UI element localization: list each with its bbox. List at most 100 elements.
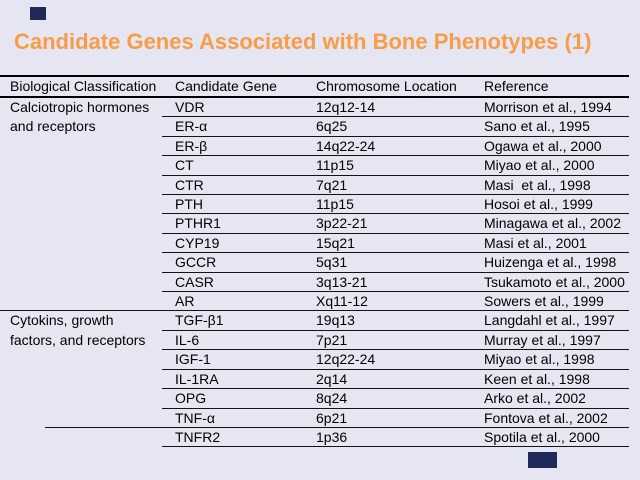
table-row: ER-β 14q22-24 Ogawa et al., 2000 xyxy=(0,137,640,157)
reference-cell: Masi et al., 2001 xyxy=(484,234,587,251)
gene-cell: IGF-1 xyxy=(175,351,211,368)
decorative-square-bottom-right xyxy=(528,452,557,468)
row-separator-line xyxy=(162,116,629,118)
row-separator-line xyxy=(162,135,629,137)
reference-cell: Fontova et al., 2002 xyxy=(484,409,608,426)
reference-cell: Ogawa et al., 2000 xyxy=(484,137,602,154)
table-row: CASR 3q13-21 Tsukamoto et al., 2000 xyxy=(0,273,640,293)
location-cell: 15q21 xyxy=(316,234,355,251)
table-row: GCCR 5q31 Huizenga et al., 1998 xyxy=(0,253,640,273)
location-cell: 19q13 xyxy=(316,312,355,329)
gene-cell: TNF-α xyxy=(175,409,215,426)
row-separator-line xyxy=(162,213,629,215)
gene-cell: IL-1RA xyxy=(175,370,219,387)
reference-cell: Spotila et al., 2000 xyxy=(484,428,600,445)
table-row: IL-6 7p21 Murray et al., 1997 xyxy=(0,331,640,351)
classification-cell: Calciotropic hormones and receptors xyxy=(10,99,150,135)
reference-cell: Masi et al., 1998 xyxy=(484,176,591,193)
reference-cell: Sowers et al., 1999 xyxy=(484,293,604,310)
header-underline xyxy=(0,96,629,98)
gene-cell: PTHR1 xyxy=(175,215,221,232)
location-cell: 11p15 xyxy=(316,196,354,213)
slide-title: Candidate Genes Associated with Bone Phe… xyxy=(14,29,592,54)
row-separator-line xyxy=(162,291,629,293)
location-cell: 8q24 xyxy=(316,390,348,407)
location-cell: 11p15 xyxy=(316,157,354,174)
row-separator-line xyxy=(162,232,629,234)
table-row: OPG 8q24 Arko et al., 2002 xyxy=(0,389,640,409)
table-row: PTH 11p15 Hosoi et al., 1999 xyxy=(0,195,640,215)
table-header: Biological Classification Candidate Gene… xyxy=(0,77,640,96)
gene-cell: TGF-β1 xyxy=(175,312,224,329)
reference-cell: Hosoi et al., 1999 xyxy=(484,196,593,213)
row-separator-line xyxy=(162,368,629,370)
location-cell: 1p36 xyxy=(316,428,348,445)
gene-cell: CASR xyxy=(175,273,214,290)
row-separator-line xyxy=(0,310,629,312)
reference-cell: Sano et al., 1995 xyxy=(484,118,590,135)
reference-cell: Murray et al., 1997 xyxy=(484,331,601,348)
gene-cell: CT xyxy=(175,157,194,174)
location-cell: 2q14 xyxy=(316,370,348,387)
table-row: IL-1RA 2q14 Keen et al., 1998 xyxy=(0,370,640,390)
gene-cell: VDR xyxy=(175,99,205,115)
table-row: Cytokins, growth factors, and receptors T… xyxy=(0,311,640,348)
row-separator-line xyxy=(162,194,629,196)
reference-cell: Morrison et al., 1994 xyxy=(484,99,612,115)
reference-cell: Huizenga et al., 1998 xyxy=(484,254,617,271)
gene-cell: CYP19 xyxy=(175,234,220,251)
row-separator-line xyxy=(162,407,629,409)
reference-cell: Miyao et al., 2000 xyxy=(484,157,595,174)
decorative-square-top-left xyxy=(30,7,46,20)
location-cell: 12q12-14 xyxy=(316,99,376,115)
reference-cell: Arko et al., 2002 xyxy=(484,390,586,407)
location-cell: 7q21 xyxy=(316,176,348,193)
table-row: TNF-α 6p21 Fontova et al., 2002 xyxy=(0,409,640,428)
gene-cell: OPG xyxy=(175,390,207,407)
table-row: ER-α 6q25 Sano et al., 1995 xyxy=(0,117,640,137)
table-row: TNFR2 1p36 Spotila et al., 2000 xyxy=(0,428,640,448)
table-row: Calciotropic hormones and receptors VDR 12… xyxy=(0,98,640,134)
reference-cell: Langdahl et al., 1997 xyxy=(484,312,615,329)
row-separator-line xyxy=(45,426,629,428)
location-cell: 5q31 xyxy=(316,254,348,271)
gene-cell: ER-α xyxy=(175,118,208,135)
location-cell: 3p22-21 xyxy=(316,215,368,232)
row-separator-line xyxy=(162,388,629,390)
gene-cell: IL-6 xyxy=(175,331,200,348)
column-header-candidate-gene: Candidate Gene xyxy=(175,78,277,94)
column-header-biological-classification: Biological Classification xyxy=(10,78,157,94)
row-separator-line xyxy=(162,329,629,331)
table-row: IGF-1 12q22-24 Miyao et al., 1998 xyxy=(0,350,640,370)
row-separator-line xyxy=(162,271,629,273)
location-cell: 6p21 xyxy=(316,409,348,426)
gene-cell: PTH xyxy=(175,196,203,213)
table-top-border xyxy=(0,75,629,77)
row-separator-line xyxy=(162,155,629,157)
location-cell: 12q22-24 xyxy=(316,351,376,368)
gene-cell: AR xyxy=(175,293,195,310)
location-cell: Xq11-12 xyxy=(316,293,368,310)
gene-cell: CTR xyxy=(175,176,204,193)
row-separator-line xyxy=(162,252,629,254)
reference-cell: Miyao et al., 1998 xyxy=(484,351,595,368)
table-row: CTR 7q21 Masi et al., 1998 xyxy=(0,176,640,196)
reference-cell: Minagawa et al., 2002 xyxy=(484,215,621,232)
location-cell: 14q22-24 xyxy=(316,137,376,154)
gene-cell: TNFR2 xyxy=(175,428,221,445)
gene-cell: GCCR xyxy=(175,254,217,271)
column-header-reference: Reference xyxy=(484,78,549,94)
table-row: CT 11p15 Miyao et al., 2000 xyxy=(0,156,640,176)
table-row: AR Xq11-12 Sowers et al., 1999 xyxy=(0,292,640,312)
location-cell: 7p21 xyxy=(316,331,348,348)
row-separator-line xyxy=(162,349,629,351)
table-body: Calciotropic hormones and receptors VDR 12… xyxy=(0,98,640,448)
reference-cell: Tsukamoto et al., 2000 xyxy=(484,273,625,290)
classification-cell: Cytokins, growth factors, and receptors xyxy=(10,312,146,348)
row-separator-line xyxy=(162,174,629,176)
gene-cell: ER-β xyxy=(175,137,208,154)
table-row: CYP19 15q21 Masi et al., 2001 xyxy=(0,234,640,254)
location-cell: 6q25 xyxy=(316,118,348,135)
table-row: PTHR1 3p22-21 Minagawa et al., 2002 xyxy=(0,214,640,234)
